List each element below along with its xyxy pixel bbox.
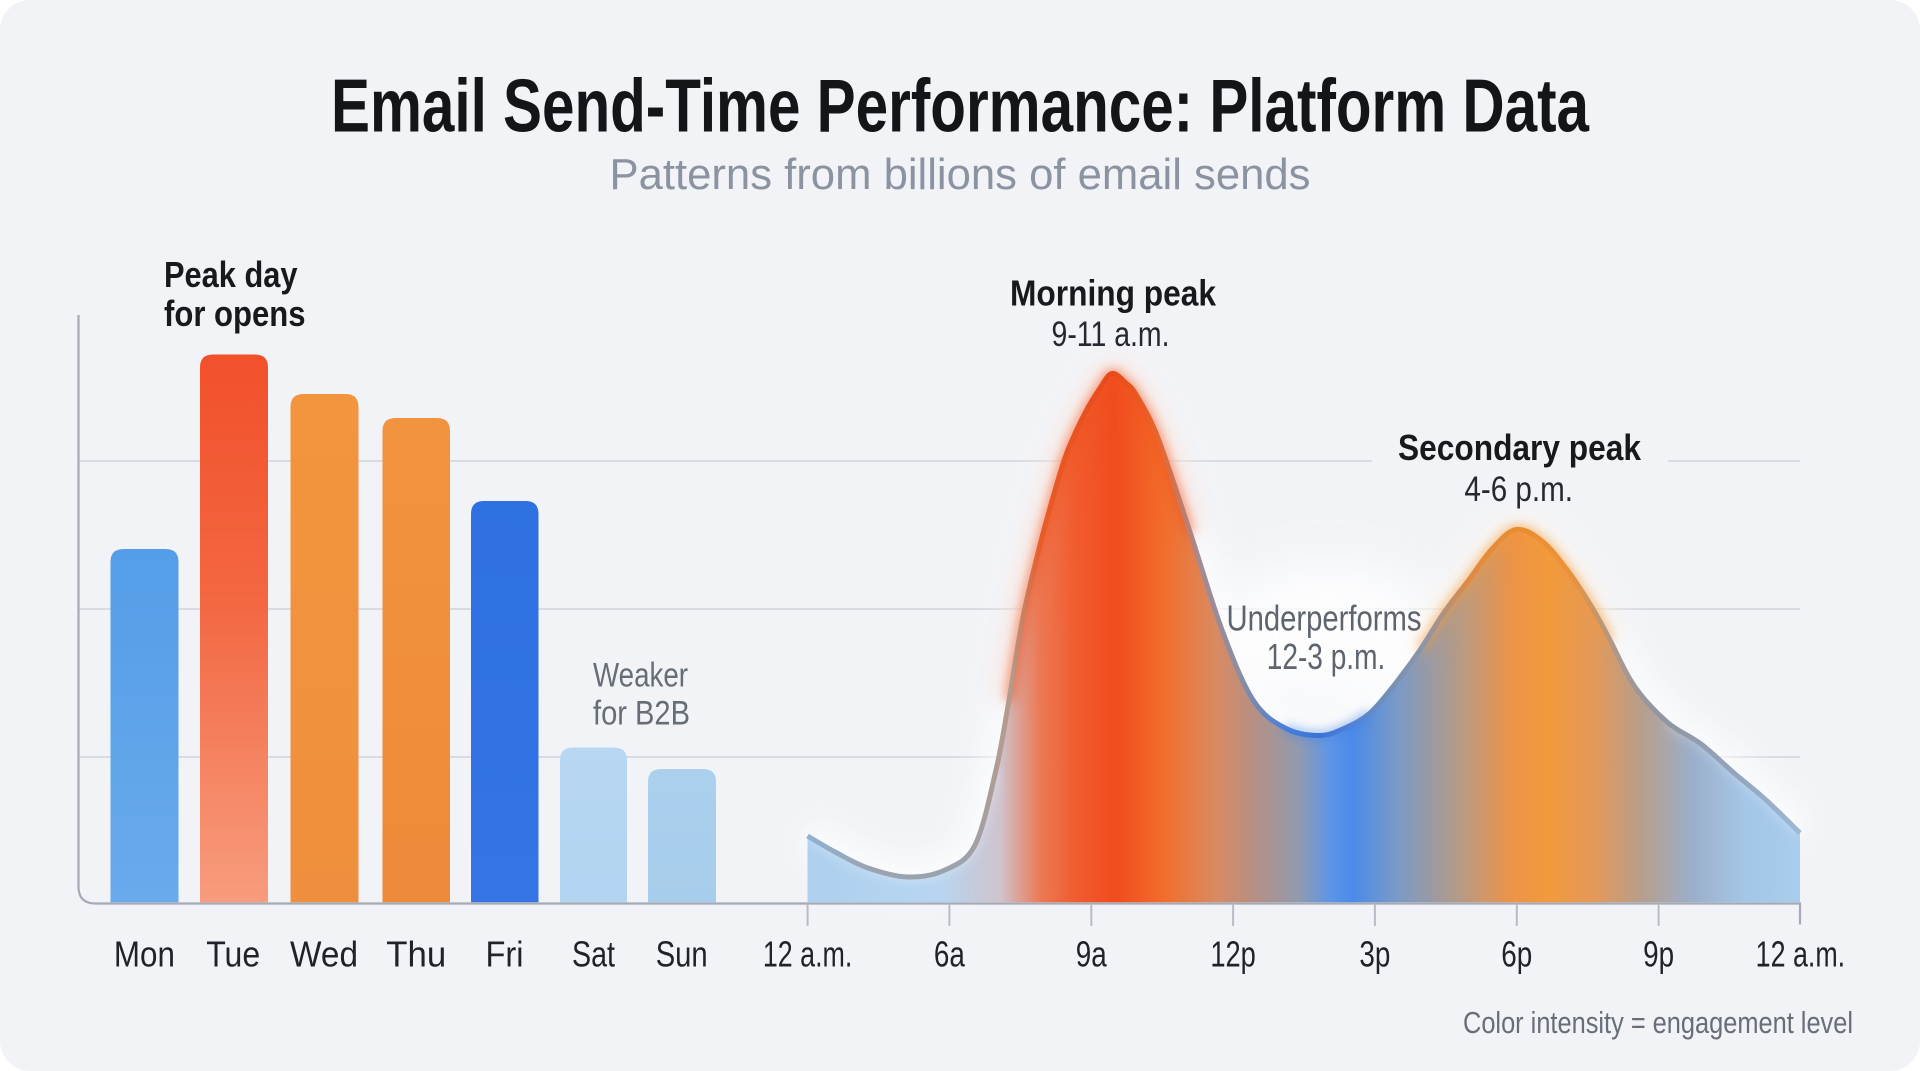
svg-text:3p: 3p [1359, 934, 1390, 975]
svg-text:Wed: Wed [290, 934, 358, 975]
svg-text:9-11 a.m.: 9-11 a.m. [1052, 315, 1170, 354]
svg-text:12 a.m.: 12 a.m. [1756, 934, 1846, 975]
svg-text:Fri: Fri [486, 934, 524, 975]
svg-text:Mon: Mon [114, 934, 175, 975]
svg-text:9p: 9p [1643, 934, 1674, 975]
svg-text:Thu: Thu [386, 934, 446, 975]
svg-text:for opens: for opens [164, 293, 306, 334]
svg-text:Email Send-Time Performance: P: Email Send-Time Performance: Platform Da… [331, 64, 1590, 148]
svg-text:for B2B: for B2B [593, 695, 690, 733]
svg-text:Morning peak: Morning peak [1010, 273, 1217, 314]
svg-text:Secondary peak: Secondary peak [1398, 427, 1642, 468]
svg-text:12p: 12p [1210, 934, 1256, 975]
svg-text:12-3 p.m.: 12-3 p.m. [1267, 636, 1386, 677]
svg-text:Color intensity = engagement l: Color intensity = engagement level [1463, 1006, 1853, 1040]
svg-text:Underperforms: Underperforms [1227, 598, 1422, 639]
svg-text:Sun: Sun [656, 934, 708, 975]
svg-text:Peak day: Peak day [164, 254, 298, 295]
svg-text:12 a.m.: 12 a.m. [763, 934, 853, 975]
svg-text:4-6 p.m.: 4-6 p.m. [1464, 470, 1573, 509]
svg-text:6p: 6p [1501, 934, 1532, 975]
svg-text:Tue: Tue [206, 934, 260, 975]
svg-text:Sat: Sat [572, 934, 615, 975]
svg-text:Weaker: Weaker [593, 657, 688, 695]
svg-text:6a: 6a [934, 934, 966, 975]
svg-text:Patterns from billions of emai: Patterns from billions of email sends [610, 150, 1311, 199]
svg-text:9a: 9a [1076, 934, 1108, 975]
